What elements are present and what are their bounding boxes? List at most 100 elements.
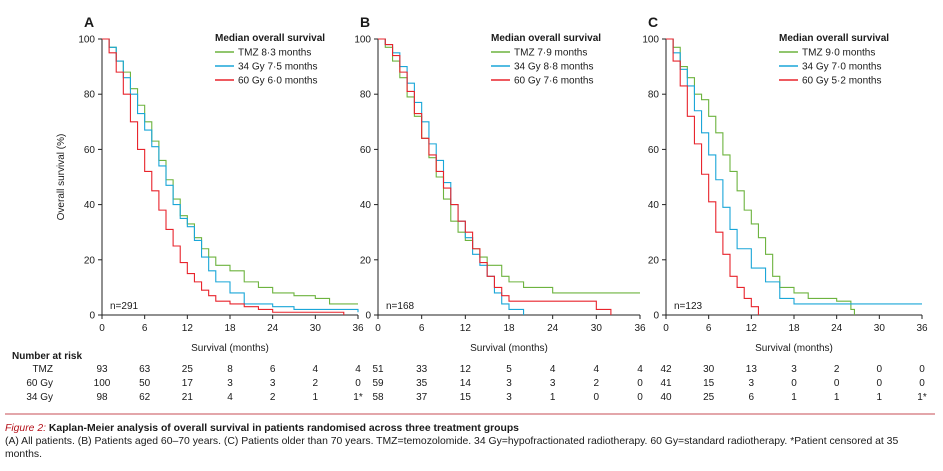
at-risk-value: 58 xyxy=(372,392,384,403)
x-tick-label: 0 xyxy=(663,323,669,334)
legend-entry: TMZ 9·0 months xyxy=(802,48,875,59)
at-risk-value: 0 xyxy=(355,378,361,389)
n-label: n=123 xyxy=(674,301,703,312)
x-tick-label: 12 xyxy=(460,323,472,334)
y-tick-label: 40 xyxy=(84,200,96,211)
survival-curve-tmz xyxy=(666,38,855,315)
at-risk-value: 1 xyxy=(877,392,883,403)
survival-curve-34-gy xyxy=(102,38,359,313)
at-risk-value: 25 xyxy=(182,364,194,375)
legend-title: Median overall survival xyxy=(215,33,325,44)
at-risk-value: 1 xyxy=(791,392,797,403)
at-risk-value: 4 xyxy=(550,364,556,375)
at-risk-value: 100 xyxy=(94,378,111,389)
at-risk-value: 1 xyxy=(313,392,319,403)
at-risk-row-label: TMZ xyxy=(32,364,53,375)
y-tick-label: 100 xyxy=(78,35,95,46)
at-risk-value: 12 xyxy=(460,364,472,375)
x-tick-label: 0 xyxy=(99,323,105,334)
at-risk-value: 62 xyxy=(139,392,151,403)
y-tick-label: 0 xyxy=(653,311,659,322)
at-risk-value: 98 xyxy=(96,392,108,403)
y-tick-label: 60 xyxy=(360,145,372,156)
n-label: n=291 xyxy=(110,301,139,312)
at-risk-value: 35 xyxy=(416,378,428,389)
y-tick-label: 80 xyxy=(84,90,96,101)
y-tick-label: 60 xyxy=(648,145,660,156)
legend-entry: 34 Gy 7·0 months xyxy=(802,62,881,73)
at-risk-value: 8 xyxy=(227,364,233,375)
legend-entry: TMZ 7·9 months xyxy=(514,48,587,59)
at-risk-value: 3 xyxy=(227,378,233,389)
legend-entry: 34 Gy 7·5 months xyxy=(238,62,317,73)
legend-entry: 60 Gy 5·2 months xyxy=(802,76,881,87)
at-risk-value: 30 xyxy=(703,364,715,375)
at-risk-value: 2 xyxy=(270,392,276,403)
at-risk-value: 0 xyxy=(919,378,925,389)
at-risk-value: 3 xyxy=(270,378,276,389)
x-tick-label: 0 xyxy=(375,323,381,334)
legend-entry: TMZ 8·3 months xyxy=(238,48,311,59)
x-tick-label: 36 xyxy=(916,323,928,334)
x-tick-label: 12 xyxy=(746,323,758,334)
at-risk-value: 15 xyxy=(703,378,715,389)
x-tick-label: 24 xyxy=(831,323,843,334)
x-axis-title: Survival (months) xyxy=(755,343,833,354)
at-risk-title: Number at risk xyxy=(12,351,82,362)
x-tick-label: 6 xyxy=(706,323,712,334)
at-risk-value: 42 xyxy=(660,364,672,375)
survival-curve-60-gy xyxy=(102,38,345,315)
at-risk-value: 21 xyxy=(182,392,194,403)
at-risk-value: 0 xyxy=(637,378,643,389)
at-risk-value: 37 xyxy=(416,392,428,403)
at-risk-value: 1 xyxy=(834,392,840,403)
survival-curve-tmz xyxy=(102,38,358,305)
at-risk-value: 17 xyxy=(182,378,194,389)
at-risk-value: 15 xyxy=(460,392,472,403)
panel-label: A xyxy=(84,14,94,30)
at-risk-value: 4 xyxy=(355,364,361,375)
at-risk-value: 4 xyxy=(637,364,643,375)
survival-curve-tmz xyxy=(378,38,640,294)
survival-curve-34-gy xyxy=(666,38,922,305)
x-tick-label: 30 xyxy=(874,323,886,334)
y-axis-title: Overall survival (%) xyxy=(56,134,67,221)
y-tick-label: 0 xyxy=(365,311,371,322)
n-label: n=168 xyxy=(386,301,415,312)
y-tick-label: 100 xyxy=(354,35,371,46)
at-risk-value: 3 xyxy=(749,378,755,389)
x-tick-label: 24 xyxy=(547,323,559,334)
at-risk-value: 5 xyxy=(506,364,512,375)
at-risk-value: 2 xyxy=(313,378,319,389)
x-tick-label: 24 xyxy=(267,323,279,334)
legend-title: Median overall survival xyxy=(491,33,601,44)
at-risk-value: 0 xyxy=(877,364,883,375)
at-risk-value: 0 xyxy=(834,378,840,389)
at-risk-value: 0 xyxy=(594,392,600,403)
at-risk-value: 13 xyxy=(746,364,758,375)
x-tick-label: 36 xyxy=(352,323,364,334)
y-tick-label: 80 xyxy=(648,90,660,101)
at-risk-value: 14 xyxy=(460,378,472,389)
survival-curve-60-gy xyxy=(666,38,759,315)
at-risk-value: 51 xyxy=(372,364,384,375)
at-risk-row-label: 34 Gy xyxy=(26,392,53,403)
y-tick-label: 40 xyxy=(360,200,372,211)
at-risk-value: 3 xyxy=(506,392,512,403)
legend-entry: 60 Gy 7·6 months xyxy=(514,76,593,87)
at-risk-value: 1 xyxy=(550,392,556,403)
at-risk-value: 4 xyxy=(594,364,600,375)
at-risk-row-label: 60 Gy xyxy=(26,378,53,389)
at-risk-value: 4 xyxy=(313,364,319,375)
at-risk-value: 50 xyxy=(139,378,151,389)
at-risk-value: 59 xyxy=(372,378,384,389)
x-tick-label: 36 xyxy=(634,323,646,334)
legend-title: Median overall survival xyxy=(779,33,889,44)
figure-caption: Figure 2: Kaplan-Meier analysis of overa… xyxy=(5,422,935,461)
x-tick-label: 30 xyxy=(310,323,322,334)
survival-curve-60-gy xyxy=(378,38,612,315)
y-tick-label: 40 xyxy=(648,200,660,211)
at-risk-value: 1* xyxy=(353,392,363,403)
x-tick-label: 18 xyxy=(224,323,236,334)
